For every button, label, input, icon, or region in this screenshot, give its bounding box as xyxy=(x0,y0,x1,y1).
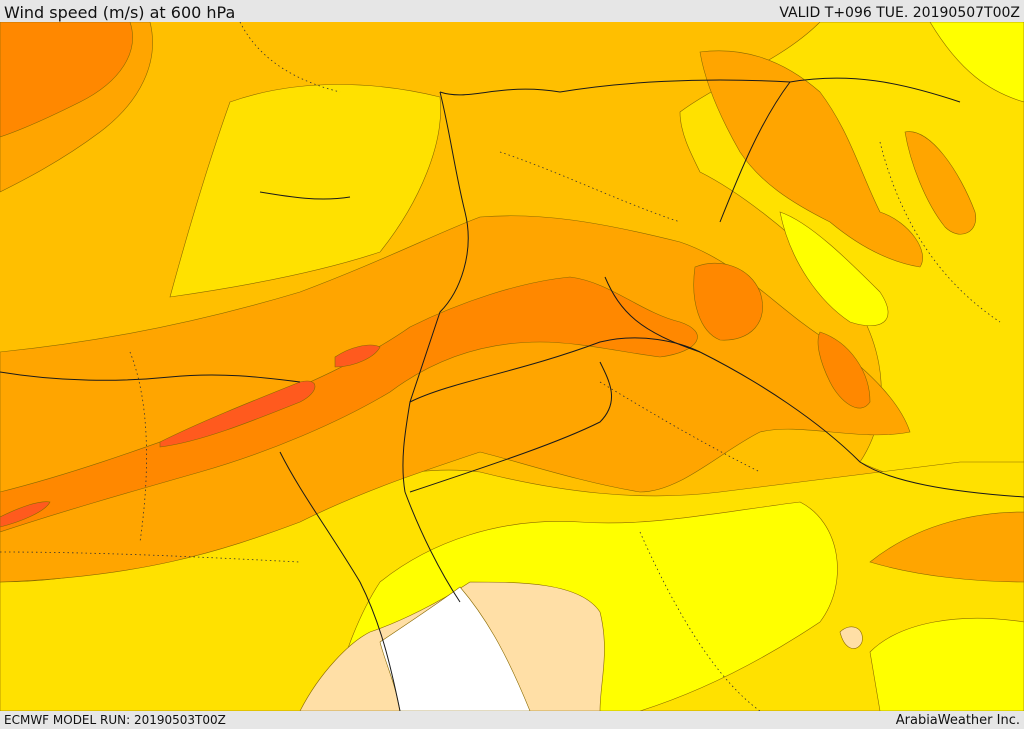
coastlines xyxy=(0,77,1024,711)
field-calm-spot xyxy=(839,626,863,649)
wind-speed-map[interactable] xyxy=(0,22,1024,711)
header-bar: Wind speed (m/s) at 600 hPa VALID T+096 … xyxy=(0,0,1024,22)
map-title: Wind speed (m/s) at 600 hPa xyxy=(4,3,236,22)
credit: ArabiaWeather Inc. xyxy=(895,713,1020,728)
field-red-streak-1 xyxy=(159,380,316,448)
field-calm-none xyxy=(379,586,531,711)
field-red-streak-3 xyxy=(334,344,381,368)
field-yellow-sea xyxy=(169,84,441,298)
valid-time: VALID T+096 TUE. 20190507T00Z xyxy=(779,5,1020,21)
field-amber-band xyxy=(0,215,911,583)
footer-bar: ECMWF MODEL RUN: 20190503T00Z ArabiaWeat… xyxy=(0,711,1024,729)
field-orange-se xyxy=(817,331,871,409)
map-canvas xyxy=(0,22,1024,711)
field-amber-east xyxy=(904,131,977,235)
field-red-streak-2 xyxy=(0,501,51,528)
border-lines xyxy=(0,22,1001,711)
field-orange-east xyxy=(693,262,763,341)
field-orange-nw xyxy=(0,22,133,138)
field-amber-se xyxy=(869,511,1024,583)
model-run: ECMWF MODEL RUN: 20190503T00Z xyxy=(4,713,226,727)
field-light-patch-1 xyxy=(779,211,889,326)
field-amber-ne xyxy=(699,50,923,268)
field-light-se xyxy=(869,617,1024,711)
